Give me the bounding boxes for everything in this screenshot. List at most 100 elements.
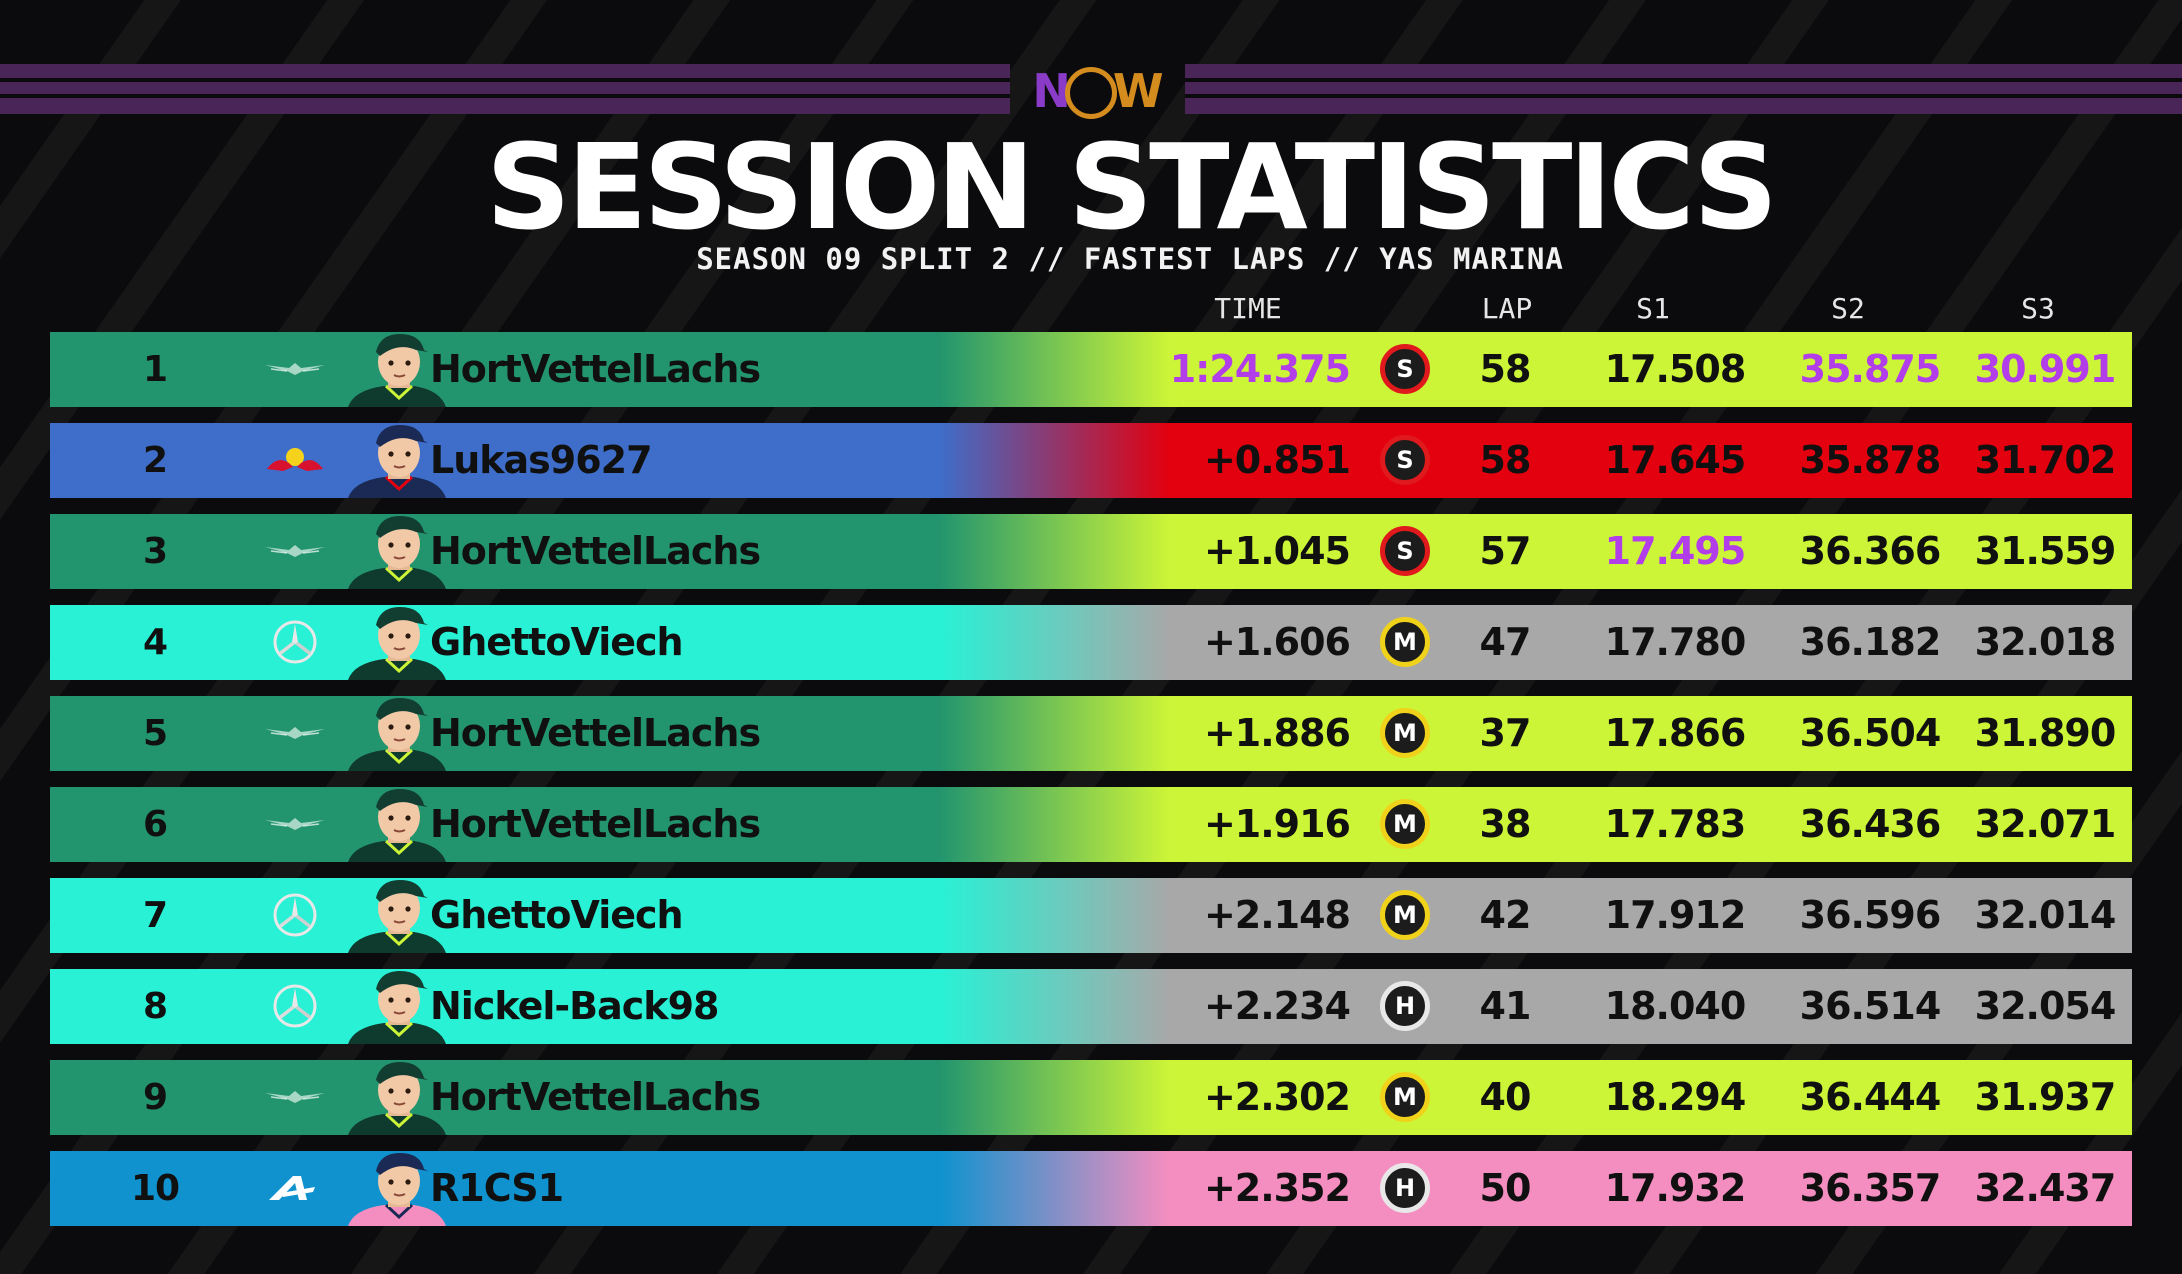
- sector-2-time: 35.875: [1799, 347, 1942, 391]
- sector-3-time: 31.890: [1974, 711, 2117, 755]
- lap-number: 38: [1479, 802, 1532, 846]
- table-row: 4 GhettoViech +1.606 M 47 17.780 36.182 32.018: [50, 605, 2132, 680]
- driver-avatar: [328, 514, 478, 589]
- header-band-left: [0, 64, 1010, 114]
- lap-time: +2.302: [1203, 1075, 1351, 1119]
- sector-1-time: 17.912: [1604, 893, 1747, 937]
- sector-2-time: 36.504: [1799, 711, 1942, 755]
- lap-time: +1.045: [1203, 529, 1351, 573]
- mercedes-team-icon: [260, 892, 330, 938]
- position: 10: [130, 1168, 180, 1209]
- driver-name: GhettoViech: [430, 620, 684, 664]
- sector-3-time: 32.018: [1974, 620, 2117, 664]
- driver-avatar: [328, 1060, 478, 1135]
- driver-name: HortVettelLachs: [430, 347, 761, 391]
- sector-3-time: 31.702: [1974, 438, 2117, 482]
- mercedes-team-icon: [260, 619, 330, 665]
- table-row: 9 HortVettelLachs +2.302 M 40 18.294 36.444 31.…: [50, 1060, 2132, 1135]
- driver-name: HortVettelLachs: [430, 1075, 761, 1119]
- sector-3-time: 31.559: [1974, 529, 2117, 573]
- driver-name: HortVettelLachs: [430, 529, 761, 573]
- driver-name: Nickel-Back98: [430, 984, 719, 1028]
- table-row: 2 Lukas9627 +0.851 S 58 17.645 35.878 31.702: [50, 423, 2132, 498]
- header-band-line: [0, 94, 1010, 98]
- tyre-compound-icon: H: [1380, 981, 1430, 1031]
- table-row: 3 HortVettelLachs +1.045 S 57 17.495 36.366 31.…: [50, 514, 2132, 589]
- sector-2-time: 36.182: [1799, 620, 1942, 664]
- driver-name: HortVettelLachs: [430, 711, 761, 755]
- driver-avatar: [328, 332, 478, 407]
- lap-number: 41: [1479, 984, 1532, 1028]
- sector-1-time: 17.508: [1604, 347, 1747, 391]
- tyre-compound-icon: M: [1380, 708, 1430, 758]
- driver-name: HortVettelLachs: [430, 802, 761, 846]
- tyre-compound-icon: S: [1380, 526, 1430, 576]
- sector-3-time: 32.054: [1974, 984, 2117, 1028]
- alpine-team-icon: [260, 1165, 330, 1211]
- tyre-compound-icon: H: [1380, 1163, 1430, 1213]
- driver-name: GhettoViech: [430, 893, 684, 937]
- header-band-line: [1185, 78, 2182, 82]
- sector-2-time: 36.514: [1799, 984, 1942, 1028]
- lap-number: 58: [1479, 347, 1532, 391]
- logo-letter-n: N: [1032, 64, 1070, 118]
- sector-3-time: 31.937: [1974, 1075, 2117, 1119]
- sector-3-time: 32.437: [1974, 1166, 2117, 1210]
- lap-number: 50: [1479, 1166, 1532, 1210]
- position: 1: [142, 349, 168, 390]
- header-band-right: [1185, 64, 2182, 114]
- driver-avatar: [328, 787, 478, 862]
- position: 4: [142, 622, 168, 663]
- sector-3-time: 32.071: [1974, 802, 2117, 846]
- column-header-s1: S1: [1636, 292, 1670, 325]
- sector-2-time: 36.357: [1799, 1166, 1942, 1210]
- tyre-compound-icon: M: [1380, 799, 1430, 849]
- driver-name: Lukas9627: [430, 438, 653, 482]
- page-title: SESSION STATISTICS: [485, 118, 1778, 256]
- position: 5: [142, 713, 168, 754]
- page-subtitle: SEASON 09 SPLIT 2 // FASTEST LAPS // YAS…: [696, 242, 1564, 276]
- sector-1-time: 18.040: [1604, 984, 1747, 1028]
- aston-martin-team-icon: [260, 801, 330, 847]
- tyre-compound-icon: M: [1380, 1072, 1430, 1122]
- aston-martin-team-icon: [260, 710, 330, 756]
- driver-avatar: [328, 423, 478, 498]
- header-band-line: [0, 78, 1010, 82]
- aston-martin-team-icon: [260, 1074, 330, 1120]
- lap-number: 42: [1479, 893, 1532, 937]
- lap-time: +1.606: [1203, 620, 1351, 664]
- position: 8: [142, 986, 168, 1027]
- position: 9: [142, 1077, 168, 1118]
- lap-number: 58: [1479, 438, 1532, 482]
- sector-2-time: 36.366: [1799, 529, 1942, 573]
- position: 7: [142, 895, 168, 936]
- sector-2-time: 36.596: [1799, 893, 1942, 937]
- red-bull-team-icon: [260, 437, 330, 483]
- driver-avatar: [328, 969, 478, 1044]
- sector-2-time: 36.436: [1799, 802, 1942, 846]
- column-header-time: TIME: [1214, 292, 1282, 325]
- driver-name: R1CS1: [430, 1166, 564, 1210]
- sector-1-time: 17.495: [1604, 529, 1747, 573]
- tyre-compound-icon: S: [1380, 435, 1430, 485]
- aston-martin-team-icon: [260, 528, 330, 574]
- table-row: 7 GhettoViech +2.148 M 42 17.912 36.596 32.014: [50, 878, 2132, 953]
- lap-number: 40: [1479, 1075, 1532, 1119]
- sector-3-time: 32.014: [1974, 893, 2117, 937]
- lap-time: +0.851: [1203, 438, 1351, 482]
- logo-letter-w: W: [1112, 64, 1164, 118]
- column-header-lap: LAP: [1481, 292, 1533, 325]
- driver-avatar: [328, 1151, 478, 1226]
- sector-2-time: 35.878: [1799, 438, 1942, 482]
- lap-number: 57: [1479, 529, 1532, 573]
- position: 2: [142, 440, 168, 481]
- tyre-compound-icon: M: [1380, 617, 1430, 667]
- sector-1-time: 17.866: [1604, 711, 1747, 755]
- position: 6: [142, 804, 168, 845]
- driver-avatar: [328, 605, 478, 680]
- column-header-s2: S2: [1831, 292, 1865, 325]
- lap-time: 1:24.375: [1169, 347, 1351, 391]
- tyre-compound-icon: S: [1380, 344, 1430, 394]
- column-header-s3: S3: [2021, 292, 2055, 325]
